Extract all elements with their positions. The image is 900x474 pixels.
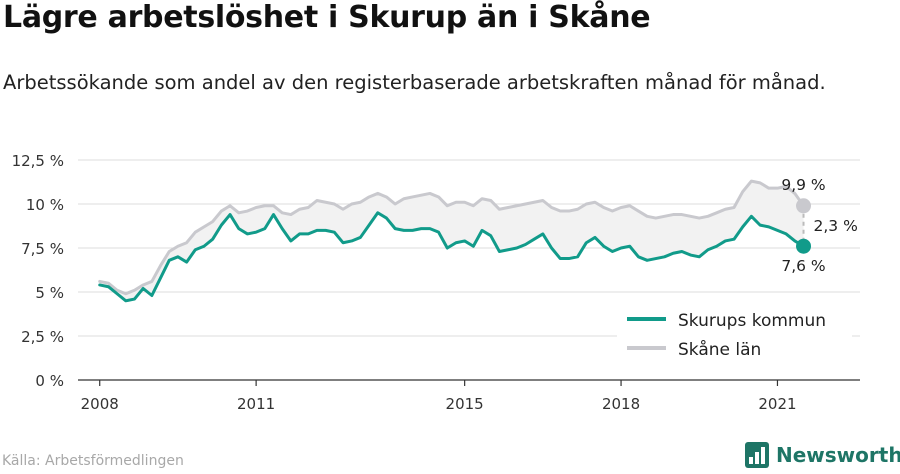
end-marker-skurup — [796, 238, 812, 254]
legend-label-skane: Skåne län — [678, 339, 761, 360]
difference-area — [99, 181, 804, 301]
source-note: Källa: Arbetsförmedlingen — [2, 453, 184, 469]
axes: 0 % 2,5 % 5 % 7,5 % 10 % 12,5 % 2008 2011 2015 20… — [12, 152, 860, 413]
annotation-difference: 2,3 % — [814, 217, 858, 235]
brand-name: Newsworthy — [776, 443, 900, 467]
legend-label-skurup: Skurups kommun — [678, 311, 826, 331]
x-tick-label: 2008 — [81, 395, 119, 413]
chart-subtitle: Arbetssökande som andel av den registerb… — [3, 71, 826, 94]
end-marker-skane — [796, 198, 812, 214]
chart-title: Lägre arbetslöshet i Skurup än i Skåne — [3, 0, 651, 35]
y-tick-label: 2,5 % — [21, 328, 64, 346]
series-group — [98, 179, 806, 303]
y-tick-label: 12,5 % — [12, 152, 64, 170]
legend: Skurups kommun Skåne län — [617, 302, 852, 369]
series-line-skurup — [98, 211, 806, 303]
x-tick-label: 2015 — [446, 395, 484, 413]
y-tick-label: 7,5 % — [21, 240, 64, 258]
y-tick-label: 0 % — [35, 372, 64, 390]
annotations: 9,9 % 7,6 % 2,3 % — [781, 176, 857, 275]
newsworthy-logo-icon — [745, 442, 769, 468]
x-tick-label: 2018 — [602, 395, 640, 413]
legend-background — [617, 302, 852, 369]
brand-logo: Newsworthy — [745, 442, 900, 468]
annotation-skane-value: 9,9 % — [781, 176, 825, 194]
series-line-skane — [98, 179, 806, 296]
x-tick-label: 2011 — [237, 395, 275, 413]
y-tick-label: 10 % — [26, 196, 64, 214]
x-tick-label: 2021 — [758, 395, 796, 413]
y-tick-label: 5 % — [35, 284, 64, 302]
annotation-skurup-value: 7,6 % — [781, 257, 825, 275]
difference-band — [99, 181, 804, 301]
